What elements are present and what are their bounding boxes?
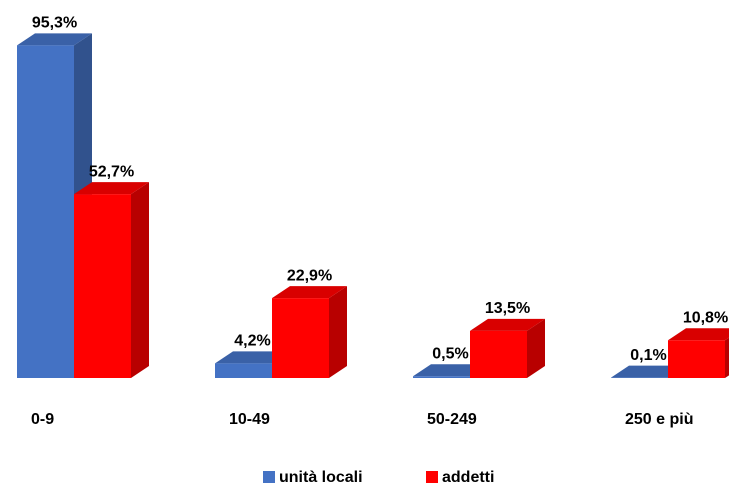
legend-swatch xyxy=(426,471,438,483)
legend-label: addetti xyxy=(442,469,494,486)
data-label: 0,1% xyxy=(630,347,666,364)
bar-front xyxy=(74,194,131,378)
data-label: 52,7% xyxy=(89,163,134,180)
bar xyxy=(272,286,347,378)
bar-front xyxy=(413,376,470,378)
legend-label: unità locali xyxy=(279,469,363,486)
bar-side xyxy=(527,318,545,378)
data-label: 0,5% xyxy=(432,345,468,362)
bar-front xyxy=(215,363,272,378)
bar xyxy=(74,182,149,378)
bar-front xyxy=(17,45,74,378)
bar-top xyxy=(272,286,347,299)
data-label: 95,3% xyxy=(32,15,77,32)
bar xyxy=(470,318,545,378)
bar-side xyxy=(131,182,149,378)
x-tick-label: 50-249 xyxy=(427,411,477,428)
bar-top xyxy=(668,328,729,341)
legend-swatch xyxy=(263,471,275,483)
bar-top xyxy=(74,182,149,195)
bar xyxy=(668,328,729,378)
x-tick-label: 250 e più xyxy=(625,411,693,428)
bar xyxy=(215,351,290,378)
bar-top xyxy=(413,364,488,377)
x-tick-label: 10-49 xyxy=(229,411,270,428)
bar-front xyxy=(470,330,527,378)
data-label: 22,9% xyxy=(287,267,332,284)
data-label: 10,8% xyxy=(683,310,728,327)
bar-side xyxy=(725,337,729,378)
bar-top xyxy=(17,33,92,46)
data-label: 4,2% xyxy=(234,333,270,350)
bar-top xyxy=(215,351,290,364)
bar-front xyxy=(668,340,725,378)
bar-side xyxy=(329,286,347,378)
bar-front xyxy=(272,298,329,378)
data-label: 13,5% xyxy=(485,300,530,317)
bar-top xyxy=(470,318,545,331)
x-tick-label: 0-9 xyxy=(31,411,54,428)
bar-top xyxy=(611,365,686,378)
